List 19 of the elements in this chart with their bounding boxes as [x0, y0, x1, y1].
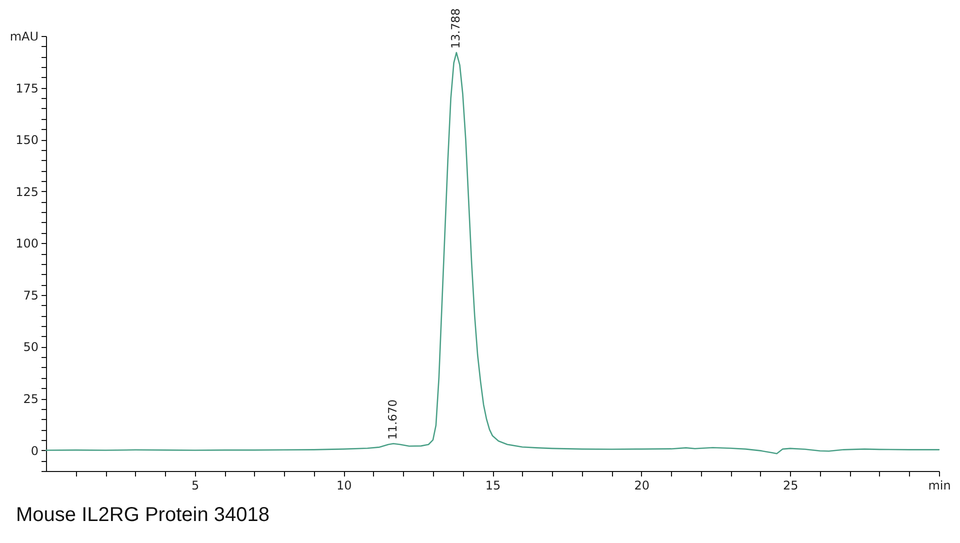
x-tick-label: 20 [634, 478, 650, 492]
x-tick-label: 15 [485, 478, 501, 492]
x-tick-label: 5 [192, 478, 200, 492]
y-tick-label: 150 [16, 133, 38, 148]
y-tick-label: 100 [16, 236, 38, 251]
x-tick-label: min [928, 478, 951, 492]
y-tick-label: 50 [23, 340, 38, 354]
text: Mouse IL2RG Protein 34018 [16, 504, 270, 526]
y-tick-label: mAU [10, 30, 38, 44]
annotation: 11.670 [385, 399, 400, 440]
y-tick-label: 125 [16, 184, 38, 199]
x-tick-label: 10 [336, 478, 352, 492]
annotation: 13.788 [448, 8, 462, 49]
line-series [45, 52, 940, 454]
y-tick-label: 0 [30, 444, 38, 458]
y-tick-label: 175 [16, 81, 38, 96]
y-tick-label: 25 [23, 392, 38, 406]
y-tick-label: 75 [23, 288, 38, 302]
x-tick-label: 25 [783, 478, 798, 492]
